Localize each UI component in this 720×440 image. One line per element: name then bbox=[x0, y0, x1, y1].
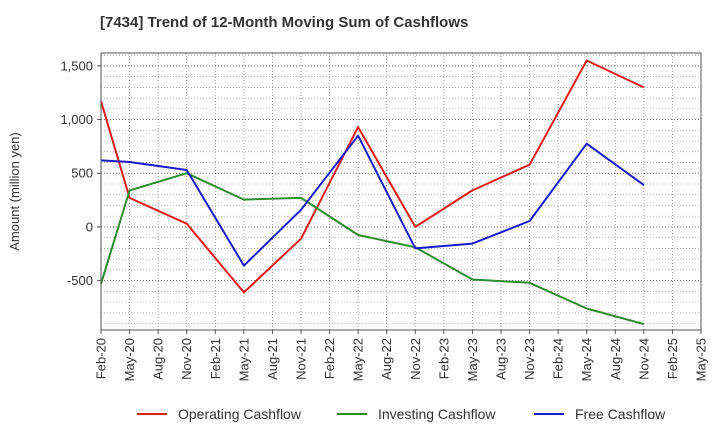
x-tick-label: Feb-24 bbox=[551, 338, 566, 379]
x-tick-label: Feb-22 bbox=[322, 338, 337, 379]
y-tick-label: -500 bbox=[67, 273, 93, 288]
x-tick-label: Aug-23 bbox=[494, 338, 509, 380]
x-tick-label: Aug-24 bbox=[608, 338, 623, 380]
chart-title: [7434] Trend of 12-Month Moving Sum of C… bbox=[100, 14, 469, 31]
y-tick-label: 0 bbox=[86, 219, 93, 234]
x-tick-label: May-20 bbox=[122, 338, 137, 381]
y-tick-label: 1,500 bbox=[60, 58, 93, 73]
legend-label: Investing Cashflow bbox=[378, 406, 496, 422]
series-line-operating-cashflow bbox=[100, 59, 645, 294]
y-tick-label: 1,000 bbox=[60, 112, 93, 127]
x-tick-label: May-22 bbox=[351, 338, 366, 381]
x-tick-label: May-23 bbox=[465, 338, 480, 381]
series-line-free-cashflow bbox=[100, 134, 645, 267]
x-tick-label: Feb-25 bbox=[665, 338, 680, 379]
x-tick-label: Feb-20 bbox=[94, 338, 109, 379]
x-tick-label: Nov-20 bbox=[179, 338, 194, 380]
x-tick-label: Aug-21 bbox=[265, 338, 280, 380]
x-tick-label: Nov-23 bbox=[522, 338, 537, 380]
x-tick-label: Feb-21 bbox=[208, 338, 223, 379]
legend-label: Free Cashflow bbox=[575, 406, 666, 422]
legend-label: Operating Cashflow bbox=[178, 406, 302, 422]
y-tick-label: 500 bbox=[71, 166, 93, 181]
x-tick-label: Feb-23 bbox=[436, 338, 451, 379]
x-tick-label: Aug-20 bbox=[151, 338, 166, 380]
plot-area-frame bbox=[100, 52, 702, 331]
x-tick-label: May-21 bbox=[236, 338, 251, 381]
x-tick-label: May-25 bbox=[694, 338, 709, 381]
series-line-investing-cashflow bbox=[100, 172, 645, 326]
y-axis-label: Amount (million yen) bbox=[7, 132, 22, 251]
x-tick-label: Nov-22 bbox=[408, 338, 423, 380]
x-tick-label: Aug-22 bbox=[379, 338, 394, 380]
x-tick-label: Nov-24 bbox=[636, 338, 651, 380]
x-tick-label: Nov-21 bbox=[294, 338, 309, 380]
x-tick-label: May-24 bbox=[579, 338, 594, 381]
